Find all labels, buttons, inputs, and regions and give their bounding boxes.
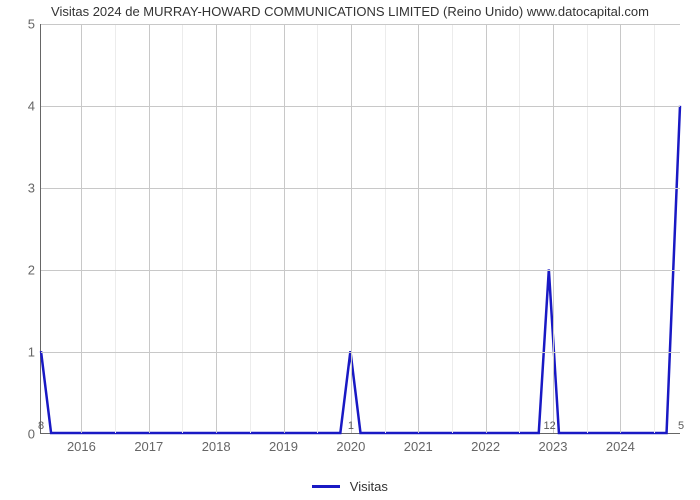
grid-minor-v <box>182 24 183 433</box>
grid-minor-v <box>317 24 318 433</box>
y-tick-label: 4 <box>28 99 41 114</box>
grid-major-v <box>418 24 419 433</box>
grid-major-v <box>149 24 150 433</box>
plot-area: 2016201720182019202020212022202320240123… <box>40 24 680 434</box>
x-tick-label: 2024 <box>606 433 635 454</box>
grid-major-v <box>553 24 554 433</box>
x-tick-label: 2021 <box>404 433 433 454</box>
x-tick-label: 2016 <box>67 433 96 454</box>
grid-minor-v <box>587 24 588 433</box>
grid-major-h <box>41 270 680 271</box>
value-annotation: 12 <box>544 420 556 432</box>
grid-major-v <box>620 24 621 433</box>
legend-swatch <box>312 485 340 488</box>
grid-minor-v <box>654 24 655 433</box>
series-line <box>41 24 680 433</box>
legend-label: Visitas <box>350 479 388 494</box>
chart-title: Visitas 2024 de MURRAY-HOWARD COMMUNICAT… <box>0 4 700 19</box>
grid-major-h <box>41 188 680 189</box>
x-tick-label: 2023 <box>539 433 568 454</box>
grid-major-v <box>351 24 352 433</box>
grid-major-v <box>216 24 217 433</box>
y-tick-label: 1 <box>28 345 41 360</box>
grid-minor-v <box>519 24 520 433</box>
y-tick-label: 3 <box>28 181 41 196</box>
x-tick-label: 2019 <box>269 433 298 454</box>
grid-major-h <box>41 352 680 353</box>
chart-container: Visitas 2024 de MURRAY-HOWARD COMMUNICAT… <box>0 0 700 500</box>
x-tick-label: 2022 <box>471 433 500 454</box>
x-tick-label: 2017 <box>134 433 163 454</box>
value-annotation: 8 <box>38 420 44 432</box>
grid-minor-v <box>250 24 251 433</box>
value-annotation: 5 <box>678 420 684 432</box>
grid-minor-v <box>385 24 386 433</box>
x-tick-label: 2020 <box>336 433 365 454</box>
y-tick-label: 5 <box>28 17 41 32</box>
legend: Visitas <box>0 478 700 494</box>
grid-major-h <box>41 106 680 107</box>
grid-major-v <box>81 24 82 433</box>
value-annotation: 1 <box>348 420 354 432</box>
grid-minor-v <box>115 24 116 433</box>
grid-minor-v <box>452 24 453 433</box>
y-tick-label: 2 <box>28 263 41 278</box>
x-tick-label: 2018 <box>202 433 231 454</box>
grid-major-h <box>41 24 680 25</box>
grid-major-v <box>486 24 487 433</box>
grid-major-v <box>284 24 285 433</box>
